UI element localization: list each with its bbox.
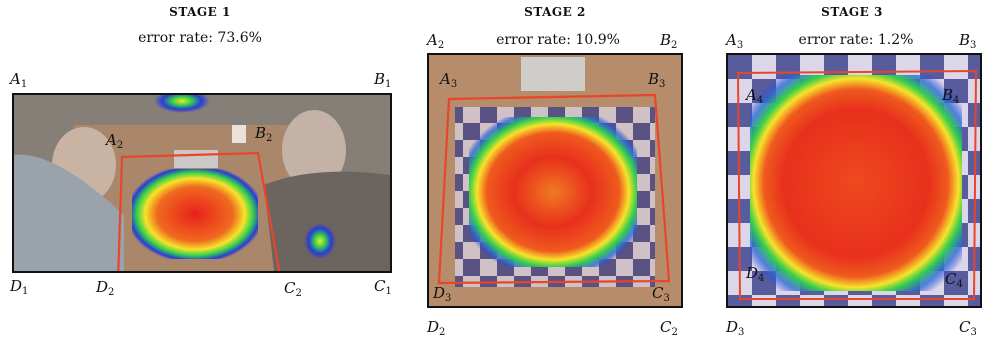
stage-3-corner-a4: A4	[746, 86, 764, 107]
stage-2-error-rate: error rate: 10.9%	[496, 32, 620, 48]
stage-3-corner-d4: D4	[746, 264, 765, 285]
stage-1-photo	[12, 93, 392, 273]
stage-3-estimated-quad	[736, 69, 978, 300]
stage-3-corner-d3: D3	[726, 318, 745, 339]
stage-2-estimated-quad	[437, 93, 671, 285]
stage-2-corner-a2: A2	[427, 31, 445, 52]
stage-2-corner-c3: C3	[652, 284, 670, 305]
stage-1-corner-c2: C2	[284, 279, 302, 300]
right-person-body	[264, 171, 390, 271]
chess-clock	[174, 150, 218, 168]
stage-3-corner-b4: B4	[942, 86, 960, 107]
stage-2-photo	[427, 53, 683, 308]
stage-3-corner-b3: B3	[959, 31, 977, 52]
stage-1-title: STAGE 1	[169, 5, 231, 19]
stage-3-corner-a3: A3	[726, 31, 744, 52]
stage-2-corner-b3: B3	[648, 70, 666, 91]
stage-1-estimated-quad	[117, 151, 281, 271]
stage-1-corner-b2: B2	[255, 124, 273, 145]
coffee-cup	[232, 125, 246, 143]
stage-2-corner-d2: D2	[427, 318, 446, 339]
heat-blob-top	[154, 95, 210, 113]
stage-2-corner-a3: A3	[440, 70, 458, 91]
stage-2-corner-b2: B2	[660, 31, 678, 52]
stage-1-corner-d2: D2	[96, 278, 115, 299]
stage-1-corner-c1: C1	[374, 277, 392, 298]
stage-2-heatmap	[469, 117, 637, 267]
stage-2-corner-d3: D3	[433, 284, 452, 305]
left-person-body	[14, 154, 124, 271]
stage-2-title: STAGE 2	[524, 5, 586, 19]
right-person	[282, 110, 346, 190]
chess-clock	[521, 57, 585, 91]
stage-1-corner-a1: A1	[10, 70, 28, 91]
stage-3-corner-c3: C3	[959, 318, 977, 339]
stage-3-title: STAGE 3	[821, 5, 883, 19]
stage-3-photo	[726, 53, 982, 308]
heat-blob-hand	[304, 223, 336, 259]
stage-1-corner-d1: D1	[10, 277, 29, 298]
stage-3-heatmap	[750, 75, 962, 291]
stage-3-corner-c4: C4	[945, 270, 963, 291]
stage-1-heatmap	[132, 169, 258, 259]
stage-2-corner-c2: C2	[660, 318, 678, 339]
stage-3-error-rate: error rate: 1.2%	[798, 32, 914, 48]
stage-1-corner-b1: B1	[374, 70, 392, 91]
stage-1-error-rate: error rate: 73.6%	[138, 30, 262, 46]
stage-1-corner-a2: A2	[106, 131, 124, 152]
